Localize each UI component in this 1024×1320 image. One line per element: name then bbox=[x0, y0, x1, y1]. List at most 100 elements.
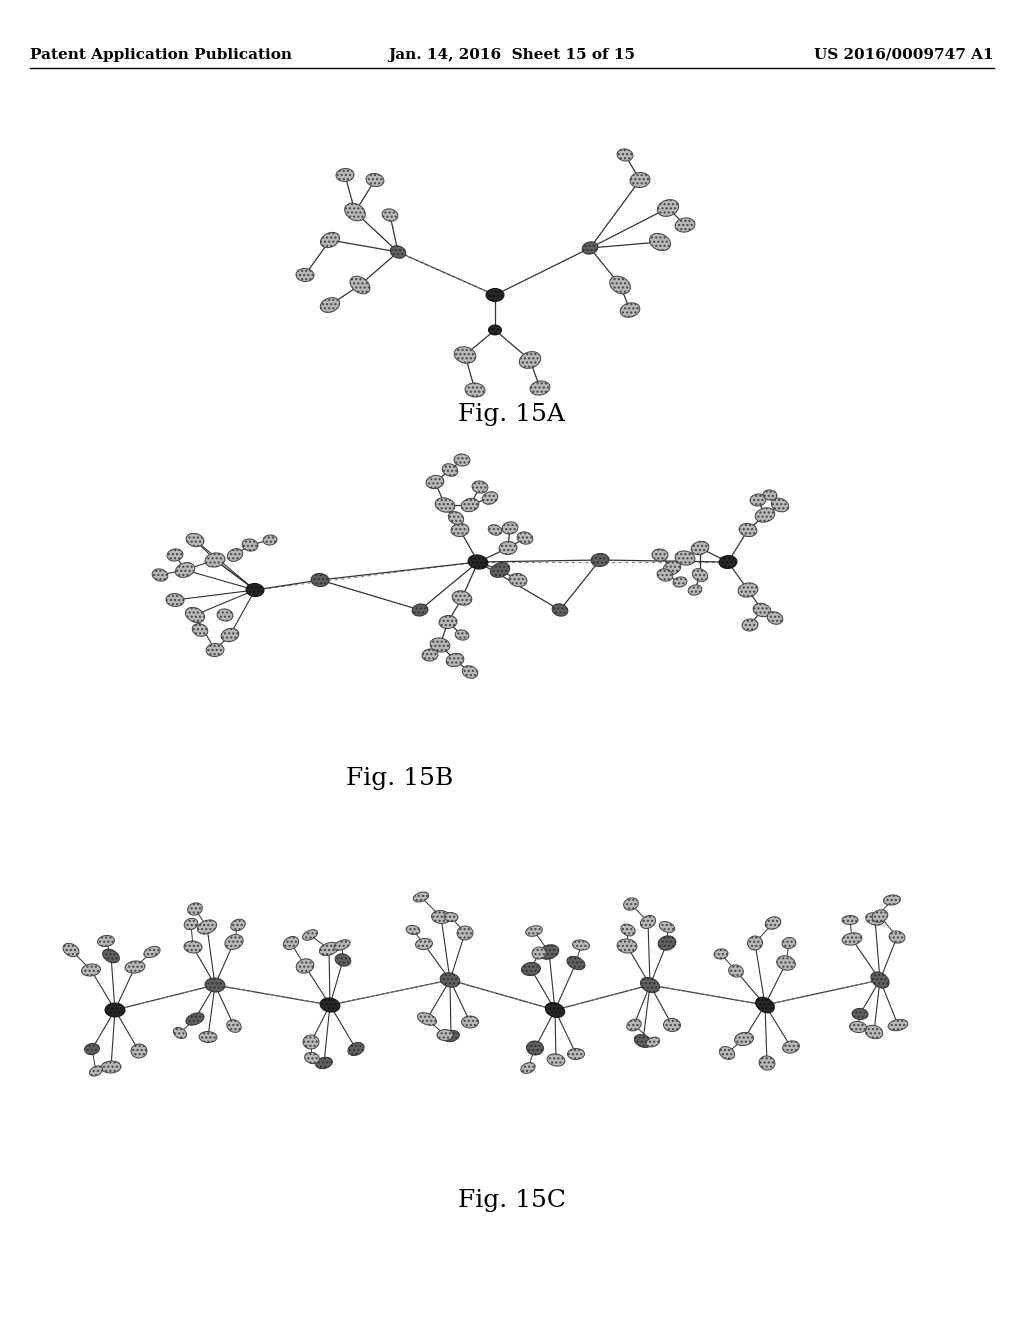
Ellipse shape bbox=[82, 964, 100, 975]
Ellipse shape bbox=[462, 665, 478, 678]
Ellipse shape bbox=[461, 499, 479, 512]
Ellipse shape bbox=[335, 954, 351, 966]
Ellipse shape bbox=[319, 942, 339, 956]
Ellipse shape bbox=[488, 325, 502, 335]
Ellipse shape bbox=[750, 494, 766, 506]
Ellipse shape bbox=[753, 603, 771, 616]
Ellipse shape bbox=[184, 919, 198, 929]
Ellipse shape bbox=[462, 1016, 478, 1028]
Ellipse shape bbox=[675, 550, 695, 565]
Ellipse shape bbox=[755, 508, 775, 523]
Ellipse shape bbox=[175, 562, 195, 577]
Ellipse shape bbox=[521, 962, 541, 975]
Ellipse shape bbox=[530, 381, 550, 395]
Ellipse shape bbox=[850, 1022, 866, 1032]
Ellipse shape bbox=[526, 1041, 544, 1055]
Ellipse shape bbox=[412, 605, 428, 616]
Ellipse shape bbox=[691, 541, 709, 554]
Ellipse shape bbox=[519, 351, 541, 368]
Ellipse shape bbox=[166, 594, 184, 606]
Ellipse shape bbox=[199, 1031, 217, 1043]
Ellipse shape bbox=[437, 1030, 453, 1040]
Ellipse shape bbox=[153, 569, 168, 581]
Ellipse shape bbox=[692, 569, 708, 581]
Text: US 2016/0009747 A1: US 2016/0009747 A1 bbox=[814, 48, 994, 62]
Ellipse shape bbox=[617, 939, 637, 953]
Ellipse shape bbox=[205, 978, 225, 993]
Ellipse shape bbox=[714, 949, 728, 960]
Ellipse shape bbox=[125, 961, 145, 973]
Ellipse shape bbox=[888, 1019, 908, 1031]
Ellipse shape bbox=[738, 583, 758, 597]
Ellipse shape bbox=[455, 630, 469, 640]
Ellipse shape bbox=[865, 912, 885, 925]
Ellipse shape bbox=[517, 532, 532, 544]
Ellipse shape bbox=[345, 203, 366, 220]
Ellipse shape bbox=[572, 940, 590, 950]
Ellipse shape bbox=[729, 965, 743, 977]
Ellipse shape bbox=[173, 1027, 186, 1039]
Ellipse shape bbox=[453, 591, 472, 606]
Ellipse shape bbox=[198, 920, 217, 935]
Ellipse shape bbox=[640, 916, 655, 928]
Ellipse shape bbox=[167, 549, 183, 561]
Ellipse shape bbox=[675, 218, 695, 232]
Ellipse shape bbox=[627, 1019, 641, 1031]
Ellipse shape bbox=[321, 998, 340, 1012]
Text: Jan. 14, 2016  Sheet 15 of 15: Jan. 14, 2016 Sheet 15 of 15 bbox=[388, 48, 636, 62]
Ellipse shape bbox=[315, 1057, 333, 1069]
Ellipse shape bbox=[446, 653, 464, 667]
Ellipse shape bbox=[263, 535, 276, 545]
Ellipse shape bbox=[657, 569, 673, 581]
Ellipse shape bbox=[217, 609, 232, 622]
Ellipse shape bbox=[748, 936, 763, 950]
Ellipse shape bbox=[407, 925, 420, 935]
Ellipse shape bbox=[431, 911, 451, 924]
Ellipse shape bbox=[617, 149, 633, 161]
Ellipse shape bbox=[842, 916, 858, 924]
Ellipse shape bbox=[872, 909, 888, 923]
Ellipse shape bbox=[457, 927, 473, 940]
Ellipse shape bbox=[486, 289, 504, 301]
Ellipse shape bbox=[776, 956, 796, 970]
Ellipse shape bbox=[640, 977, 659, 993]
Ellipse shape bbox=[226, 1019, 242, 1032]
Ellipse shape bbox=[521, 1063, 536, 1073]
Ellipse shape bbox=[101, 1061, 121, 1073]
Ellipse shape bbox=[490, 562, 510, 577]
Text: Fig. 15C: Fig. 15C bbox=[458, 1188, 566, 1212]
Ellipse shape bbox=[582, 242, 598, 255]
Ellipse shape bbox=[763, 490, 777, 500]
Ellipse shape bbox=[284, 936, 299, 949]
Ellipse shape bbox=[870, 972, 889, 989]
Ellipse shape bbox=[765, 916, 780, 929]
Ellipse shape bbox=[302, 929, 317, 940]
Ellipse shape bbox=[444, 912, 458, 921]
Ellipse shape bbox=[187, 903, 203, 915]
Ellipse shape bbox=[488, 525, 502, 536]
Ellipse shape bbox=[759, 1056, 775, 1071]
Ellipse shape bbox=[296, 268, 314, 281]
Ellipse shape bbox=[89, 1065, 102, 1076]
Ellipse shape bbox=[422, 649, 438, 661]
Ellipse shape bbox=[688, 585, 701, 595]
Ellipse shape bbox=[242, 539, 258, 550]
Ellipse shape bbox=[334, 940, 350, 950]
Ellipse shape bbox=[719, 1047, 734, 1060]
Ellipse shape bbox=[350, 276, 370, 294]
Ellipse shape bbox=[621, 302, 640, 317]
Ellipse shape bbox=[630, 173, 650, 187]
Ellipse shape bbox=[382, 209, 398, 222]
Ellipse shape bbox=[193, 624, 208, 636]
Ellipse shape bbox=[455, 347, 476, 363]
Ellipse shape bbox=[390, 246, 406, 259]
Ellipse shape bbox=[658, 936, 676, 950]
Ellipse shape bbox=[366, 173, 384, 186]
Ellipse shape bbox=[454, 454, 470, 466]
Ellipse shape bbox=[184, 941, 202, 953]
Ellipse shape bbox=[634, 1035, 651, 1048]
Ellipse shape bbox=[131, 1044, 147, 1059]
Ellipse shape bbox=[416, 939, 432, 949]
Ellipse shape bbox=[739, 524, 757, 537]
Ellipse shape bbox=[440, 973, 460, 987]
